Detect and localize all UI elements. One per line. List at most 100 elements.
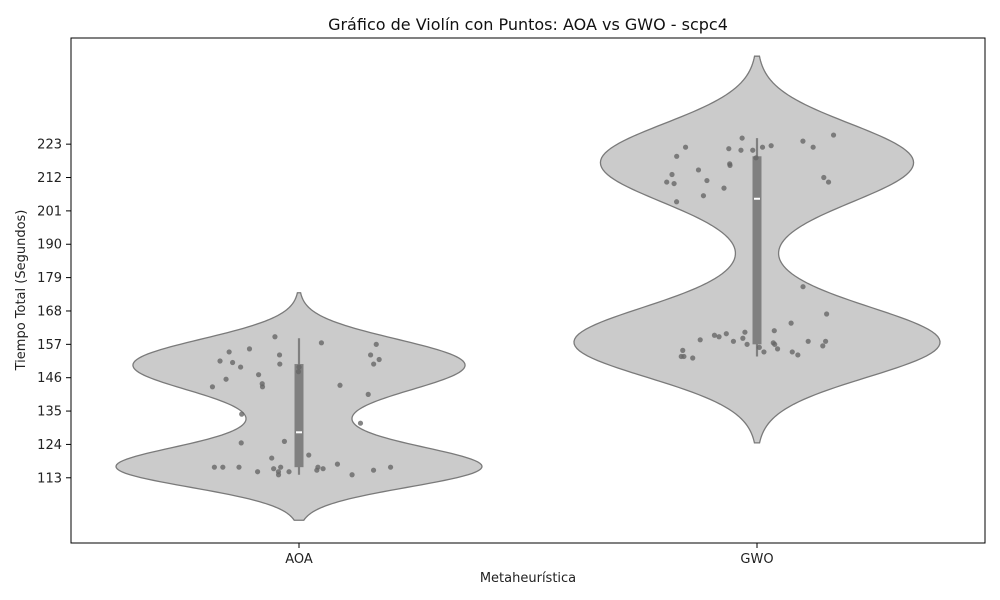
data-point: [753, 155, 759, 161]
data-point: [680, 347, 686, 353]
data-point: [373, 341, 379, 347]
data-point: [825, 179, 832, 185]
data-point: [318, 340, 325, 346]
y-tick-label: 146: [37, 371, 62, 386]
data-point: [371, 361, 377, 367]
data-point: [795, 352, 801, 358]
data-point: [276, 352, 283, 358]
data-point: [730, 338, 737, 344]
data-point: [740, 335, 746, 341]
data-point: [695, 167, 702, 173]
data-point: [286, 469, 292, 475]
data-point: [278, 464, 284, 470]
data-point: [254, 469, 261, 475]
y-axis-title: Tiempo Total (Segundos): [14, 210, 29, 372]
y-tick-label: 124: [37, 438, 62, 453]
y-tick-label: 113: [37, 471, 62, 486]
data-point: [820, 343, 826, 349]
data-point: [824, 311, 830, 317]
data-point: [320, 466, 326, 472]
data-point: [823, 338, 829, 344]
data-point: [209, 384, 216, 390]
data-point: [771, 328, 777, 334]
y-tick-label: 135: [37, 405, 62, 420]
data-point: [376, 356, 382, 363]
data-point: [211, 464, 217, 470]
data-point: [704, 177, 710, 184]
data-point: [223, 376, 229, 382]
data-point: [314, 467, 320, 473]
data-point: [830, 132, 837, 138]
data-point: [681, 353, 687, 360]
data-point: [800, 138, 806, 144]
y-tick-label: 223: [37, 138, 62, 153]
data-point: [271, 466, 277, 472]
data-point: [810, 144, 816, 150]
data-point: [721, 185, 727, 191]
data-point: [800, 284, 806, 290]
data-point: [690, 355, 696, 361]
data-point: [711, 332, 718, 338]
data-point: [220, 464, 226, 470]
data-point: [259, 381, 265, 387]
data-point: [700, 193, 707, 199]
data-point: [226, 349, 232, 355]
data-point: [295, 369, 302, 375]
data-point: [772, 341, 778, 347]
data-point: [671, 180, 677, 187]
data-point: [674, 153, 680, 159]
x-axis: AOA GWO: [285, 543, 774, 567]
data-point: [275, 472, 282, 478]
data-point: [761, 349, 767, 355]
data-point: [236, 464, 242, 470]
y-tick-label: 179: [37, 271, 62, 286]
data-point: [697, 337, 703, 343]
data-point: [750, 147, 756, 153]
x-tick-label: GWO: [740, 552, 773, 567]
data-point: [723, 331, 729, 337]
data-point: [788, 320, 794, 326]
points-layer: [209, 132, 837, 478]
data-point: [726, 146, 732, 152]
data-point: [238, 440, 244, 446]
data-point: [789, 349, 795, 355]
data-point: [255, 372, 262, 378]
data-point: [306, 452, 312, 458]
data-point: [277, 361, 283, 367]
y-tick-label: 168: [37, 304, 62, 319]
data-point: [739, 135, 745, 141]
data-point: [272, 334, 278, 340]
y-tick-label: 157: [37, 338, 62, 353]
iqr-box-aoa: [294, 364, 304, 468]
x-axis-title: Metaheurística: [480, 571, 576, 586]
data-point: [682, 144, 689, 150]
data-point: [805, 338, 811, 344]
chart-title: Gráfico de Violín con Puntos: AOA vs GWO…: [328, 15, 728, 34]
data-point: [246, 346, 253, 352]
data-point: [664, 179, 670, 185]
data-point: [387, 464, 394, 470]
data-point: [716, 334, 722, 340]
data-point: [337, 382, 343, 388]
data-point: [742, 329, 748, 335]
data-point: [230, 359, 236, 366]
data-point: [238, 364, 244, 370]
data-point: [669, 171, 675, 178]
data-point: [673, 199, 680, 205]
data-point: [368, 352, 374, 358]
data-point: [349, 472, 355, 478]
data-point: [768, 143, 774, 149]
data-point: [756, 344, 762, 350]
data-point: [744, 341, 750, 347]
y-tick-label: 201: [37, 204, 62, 219]
data-point: [365, 391, 371, 397]
data-point: [727, 162, 733, 168]
data-point: [370, 467, 377, 473]
data-point: [281, 438, 288, 444]
data-point: [239, 411, 245, 417]
y-tick-label: 212: [37, 171, 62, 186]
data-point: [774, 346, 781, 352]
data-point: [296, 364, 302, 370]
x-tick-label: AOA: [285, 552, 313, 567]
data-point: [217, 358, 223, 364]
